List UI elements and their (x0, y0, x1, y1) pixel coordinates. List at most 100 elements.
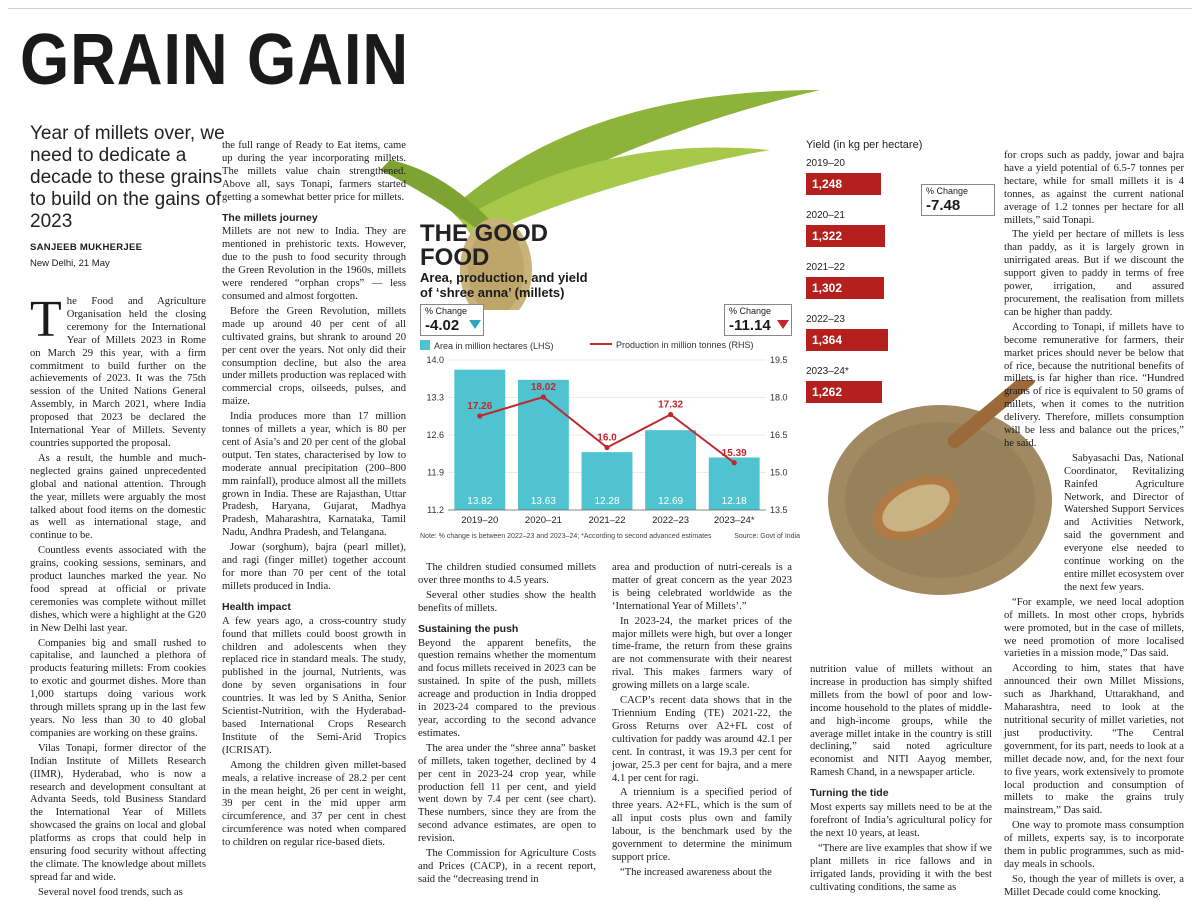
paragraph: One way to promote mass consumption of m… (1004, 820, 1184, 870)
paragraph: Millets are not new to India. They are m… (222, 226, 406, 302)
paragraph: Sabyasachi Das, National Coordinator, Re… (1064, 452, 1184, 593)
standfirst: Year of millets over, we need to dedicat… (30, 123, 225, 232)
paragraph: A triennium is a specified period of thr… (612, 787, 792, 863)
yield-chart-title: Yield (in kg per hectare) (806, 139, 923, 151)
left-tick-label: 12.6 (426, 430, 444, 440)
yield-bar: 1,262 (806, 381, 882, 403)
paragraph: CACP’s recent data shows that in the Tri… (612, 695, 792, 784)
legend-area: Area in million hectares (LHS) (420, 340, 554, 351)
chart-subtitle: Area, production, and yield of ‘shree an… (420, 270, 588, 300)
change-label: % Change (425, 306, 468, 316)
right-tick-label: 19.5 (770, 355, 788, 365)
paragraph: “There are live examples that show if we… (810, 842, 992, 893)
paragraph: The children studied consumed millets ov… (418, 562, 596, 586)
millet-scoop-illustration (828, 380, 1052, 595)
yield-value-label: 1,248 (812, 177, 843, 191)
yield-bar: 1,302 (806, 277, 884, 299)
area-data-label: 12.18 (722, 496, 747, 507)
paragraph: Among the children given millet-based me… (222, 759, 406, 849)
paragraph: area and production of nutri-cereals is … (612, 562, 792, 612)
right-tick-label: 15.0 (770, 468, 788, 478)
yield-year-label: 2022–23 (806, 314, 845, 325)
headline: GRAIN GAIN (20, 20, 409, 100)
source-text: Source: Govt of India (734, 533, 800, 540)
drop-cap: T (30, 291, 62, 348)
paragraph: Most experts say millets need to be at t… (810, 802, 992, 839)
yield-value-label: 1,302 (812, 281, 843, 295)
left-tick-label: 14.0 (426, 355, 444, 365)
yield-year-label: 2021–22 (806, 262, 845, 273)
x-tick-label: 2020–21 (525, 515, 562, 526)
down-arrow-icon (777, 320, 789, 329)
change-value: -7.48 (926, 197, 961, 214)
production-data-label: 17.26 (467, 401, 492, 412)
legend-label: Area in million hectares (LHS) (434, 341, 554, 351)
left-tick-label: 13.3 (426, 393, 444, 403)
x-tick-label: 2021–22 (589, 515, 626, 526)
subhead: Health impact (222, 600, 291, 613)
production-point (540, 394, 546, 400)
change-value: -4.02 (425, 317, 460, 334)
paragraph: The Commission for Agriculture Costs and… (418, 848, 596, 885)
legend-swatch (420, 340, 430, 350)
down-arrow-icon (469, 320, 481, 329)
production-change-box: % Change -11.14 (724, 304, 792, 336)
production-point (731, 460, 737, 466)
legend-production: Production in million tonnes (RHS) (590, 340, 754, 350)
paragraph: “For example, we need local adoption of … (1004, 596, 1184, 660)
change-label: % Change (729, 306, 772, 316)
area-production-chart: 14.0 13.3 12.6 11.9 11.2 19.5 18.0 16.5 15.0 13.5… (426, 355, 788, 526)
yield-year-label: 2019–20 (806, 158, 845, 169)
paragraph: Companies big and small rushed to capita… (30, 637, 206, 739)
byline: SANJEEB MUKHERJEE (30, 242, 143, 253)
area-data-label: 12.28 (594, 496, 619, 507)
chart-note: Note: % change is between 2022–23 and 20… (420, 533, 800, 540)
change-value: -11.14 (729, 317, 771, 334)
dateline: New Delhi, 21 May (30, 258, 110, 269)
scoop-handle (947, 380, 1036, 448)
change-label: % Change (926, 186, 969, 196)
paragraph: he Food and Agriculture Organisation hel… (30, 296, 206, 449)
paragraph: The yield per hectare of millets is less… (1004, 229, 1184, 318)
paragraph: for crops such as paddy, jowar and bajra… (1004, 150, 1184, 226)
legend-label: Production in million tonnes (RHS) (616, 340, 754, 350)
paragraph: “The increased awareness about the (620, 866, 772, 878)
article-column-2: the full range of Ready to Eat items, ca… (222, 140, 406, 852)
chart-title: THE GOOD FOOD (420, 222, 548, 270)
yield-bar: 1,364 (806, 329, 888, 351)
paragraph: A few years ago, a cross-country study f… (222, 615, 406, 756)
chart-title-line: THE GOOD (420, 220, 549, 247)
production-data-label: 15.39 (722, 448, 747, 459)
area-data-label: 12.69 (658, 496, 683, 507)
note-text: Note: % change is between 2022–23 and 20… (420, 533, 712, 540)
paragraph: According to Tonapi, if millets have to … (1004, 321, 1184, 449)
production-point (604, 444, 610, 451)
article-column-3: The children studied consumed millets ov… (418, 562, 596, 889)
yield-value-label: 1,262 (812, 385, 843, 399)
area-change-box: % Change -4.02 (420, 304, 484, 336)
paragraph: India produces more than 17 million tonn… (222, 411, 406, 539)
production-data-label: 17.32 (658, 400, 683, 411)
paragraph: Several other studies show the health be… (418, 589, 596, 614)
paragraph: Several novel food trends, such as (38, 886, 183, 898)
paragraph: Before the Green Revolution, millets mad… (222, 305, 406, 408)
production-point (477, 413, 483, 419)
paragraph: nutrition value of millets without an in… (810, 664, 992, 779)
right-tick-label: 13.5 (770, 505, 788, 515)
grain-head-shade (468, 226, 524, 310)
area-bar (581, 452, 633, 510)
paragraph: As a result, the humble and much-neglect… (30, 452, 206, 542)
production-data-label: 18.02 (531, 382, 556, 393)
subhead: Sustaining the push (418, 622, 519, 635)
area-bar (454, 369, 506, 510)
production-point (668, 411, 674, 418)
legend-line (590, 343, 612, 345)
right-tick-label: 16.5 (770, 430, 788, 440)
left-tick-label: 11.9 (427, 468, 444, 478)
subhead: Turning the tide (810, 787, 889, 800)
millet-stalk-illustration (380, 90, 820, 310)
paragraph: Beyond the apparent benefits, the questi… (418, 637, 596, 739)
page-border (8, 8, 1192, 9)
area-data-label: 13.63 (531, 496, 556, 507)
